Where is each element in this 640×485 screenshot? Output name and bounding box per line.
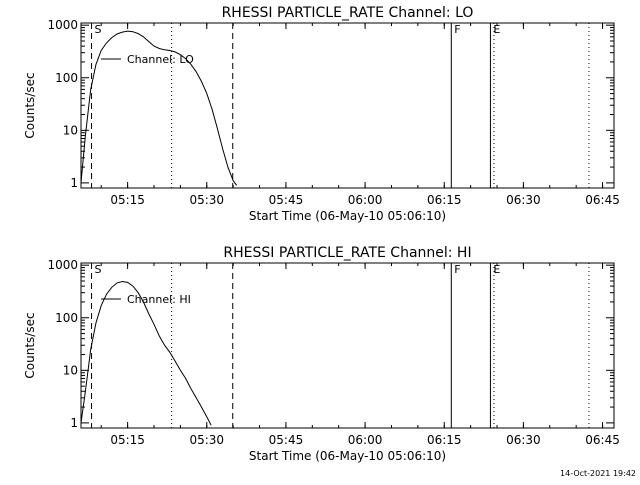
x-axis-label: Start Time (06-May-10 05:06:10) xyxy=(249,449,446,463)
chart-title: RHESSI PARTICLE_RATE Channel: LO xyxy=(222,5,474,21)
y-axis-label: Counts/sec xyxy=(23,312,37,378)
x-tick-label: 05:15 xyxy=(110,193,145,207)
x-tick-label: 06:30 xyxy=(506,433,541,447)
y-tick-label: 10 xyxy=(63,363,78,377)
event-marker-label: E xyxy=(493,23,500,36)
plot-frame xyxy=(80,262,615,429)
y-tick-label: 1 xyxy=(70,416,78,430)
x-tick-label: 06:30 xyxy=(506,193,541,207)
x-tick-label: 05:45 xyxy=(269,193,304,207)
event-marker-label: S xyxy=(95,23,102,36)
series-line xyxy=(80,30,238,186)
chart-panel-0: RHESSI PARTICLE_RATE Channel: LO 05:15 05:… xyxy=(23,5,620,223)
x-tick-label: 06:15 xyxy=(427,193,462,207)
y-tick-label: 10 xyxy=(63,123,78,137)
y-tick-label: 1 xyxy=(70,176,78,190)
x-tick-label: 06:00 xyxy=(348,193,383,207)
x-tick-label: 06:15 xyxy=(427,433,462,447)
plot-frame xyxy=(80,22,615,189)
event-marker-label: F xyxy=(454,23,460,36)
legend-label: Channel: HI xyxy=(127,293,191,306)
x-tick-label: 05:30 xyxy=(189,193,224,207)
footer-timestamp: 14-Oct-2021 19:42 xyxy=(560,469,636,478)
y-tick-label: 100 xyxy=(55,311,78,325)
y-tick-label: 1000 xyxy=(47,18,78,32)
x-tick-label: 05:15 xyxy=(110,433,145,447)
series-line xyxy=(80,280,212,426)
event-marker-label: S xyxy=(95,263,102,276)
y-axis-label: Counts/sec xyxy=(23,72,37,138)
y-tick-label: 100 xyxy=(55,71,78,85)
chart-panel-1: RHESSI PARTICLE_RATE Channel: HI 05:15 05:… xyxy=(23,245,620,463)
chart-title: RHESSI PARTICLE_RATE Channel: HI xyxy=(223,245,471,261)
legend-label: Channel: LO xyxy=(127,53,194,66)
event-marker-label: E xyxy=(493,263,500,276)
event-marker-label: F xyxy=(454,263,460,276)
x-tick-label: 05:45 xyxy=(269,433,304,447)
x-tick-label: 06:00 xyxy=(348,433,383,447)
x-tick-label: 05:30 xyxy=(189,433,224,447)
x-tick-label: 06:45 xyxy=(585,433,620,447)
y-tick-label: 1000 xyxy=(47,258,78,272)
x-tick-label: 06:45 xyxy=(585,193,620,207)
x-axis-label: Start Time (06-May-10 05:06:10) xyxy=(249,209,446,223)
